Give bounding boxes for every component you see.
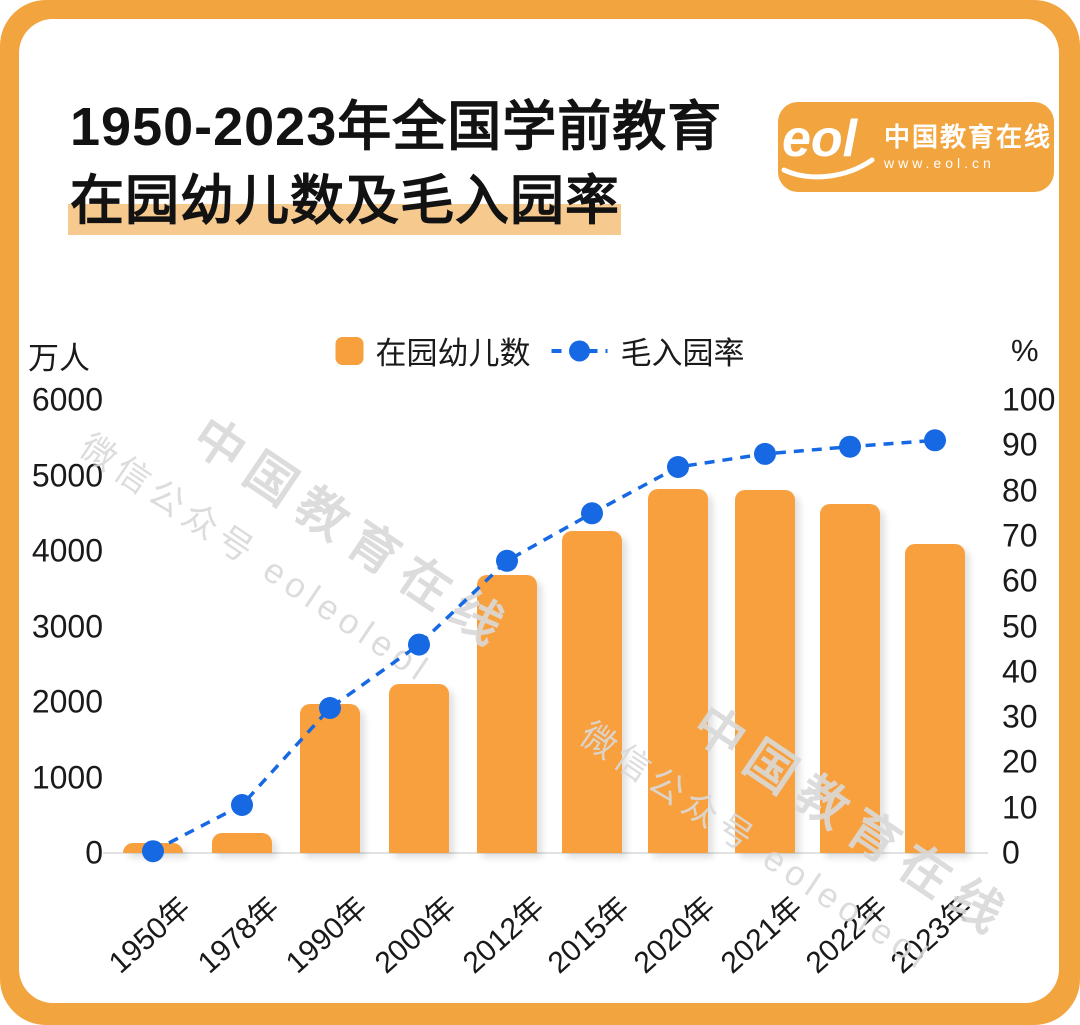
bar-2022年: [820, 503, 880, 853]
chart-legend: 在园幼儿数 毛入园率: [335, 328, 745, 373]
left-tick-0: 0: [85, 834, 103, 871]
bar-2000年: [389, 683, 449, 853]
bar-2015年: [562, 530, 622, 853]
right-tick-30: 30: [1002, 698, 1038, 735]
right-tick-80: 80: [1002, 472, 1038, 509]
bar-1990年: [300, 704, 360, 853]
legend-bar-swatch: [335, 336, 364, 365]
right-tick-60: 60: [1002, 562, 1038, 599]
x-axis-line: [103, 852, 988, 854]
left-tick-3000: 3000: [31, 608, 103, 644]
bar-2023年: [905, 543, 965, 853]
right-tick-70: 70: [1002, 517, 1038, 554]
brand-text-block: 中国教育在线 www.eol.cn: [884, 123, 1052, 171]
eol-logo-icon: eol: [781, 110, 875, 180]
right-tick-20: 20: [1002, 743, 1038, 780]
bar-1950年: [123, 843, 183, 853]
right-tick-10: 10: [1002, 789, 1038, 826]
legend-line-marker: [551, 340, 608, 361]
left-tick-2000: 2000: [31, 683, 103, 720]
brand-logo: eol 中国教育在线 www.eol.cn: [778, 102, 1054, 192]
right-tick-100: 100: [1002, 381, 1056, 418]
bar-2012年: [477, 574, 537, 853]
legend-bar-label: 在园幼儿数: [375, 336, 531, 371]
page-title-line-1: 1950-2023年全国学前教育: [70, 97, 723, 157]
legend-line-label: 毛入园率: [620, 336, 745, 371]
left-tick-5000: 5000: [31, 457, 103, 493]
left-tick-1000: 1000: [31, 759, 103, 795]
svg-text:eol: eol: [782, 110, 859, 168]
brand-url: www.eol.cn: [883, 154, 995, 171]
brand-name: 中国教育在线: [883, 122, 1052, 153]
bar-1978年: [212, 833, 272, 853]
bar-2021年: [735, 490, 795, 853]
left-tick-6000: 6000: [31, 381, 103, 418]
right-tick-50: 50: [1002, 608, 1038, 644]
title-highlight: [68, 204, 621, 235]
right-tick-90: 90: [1002, 426, 1038, 463]
left-tick-4000: 4000: [31, 532, 103, 569]
page-title-line-2: 在园幼儿数及毛入园率: [70, 171, 620, 231]
right-tick-40: 40: [1002, 653, 1038, 690]
right-axis-unit-label: %: [1011, 333, 1039, 368]
bar-2020年: [648, 489, 708, 853]
left-axis-unit-label: 万人: [28, 341, 90, 376]
right-tick-0: 0: [1002, 834, 1020, 871]
